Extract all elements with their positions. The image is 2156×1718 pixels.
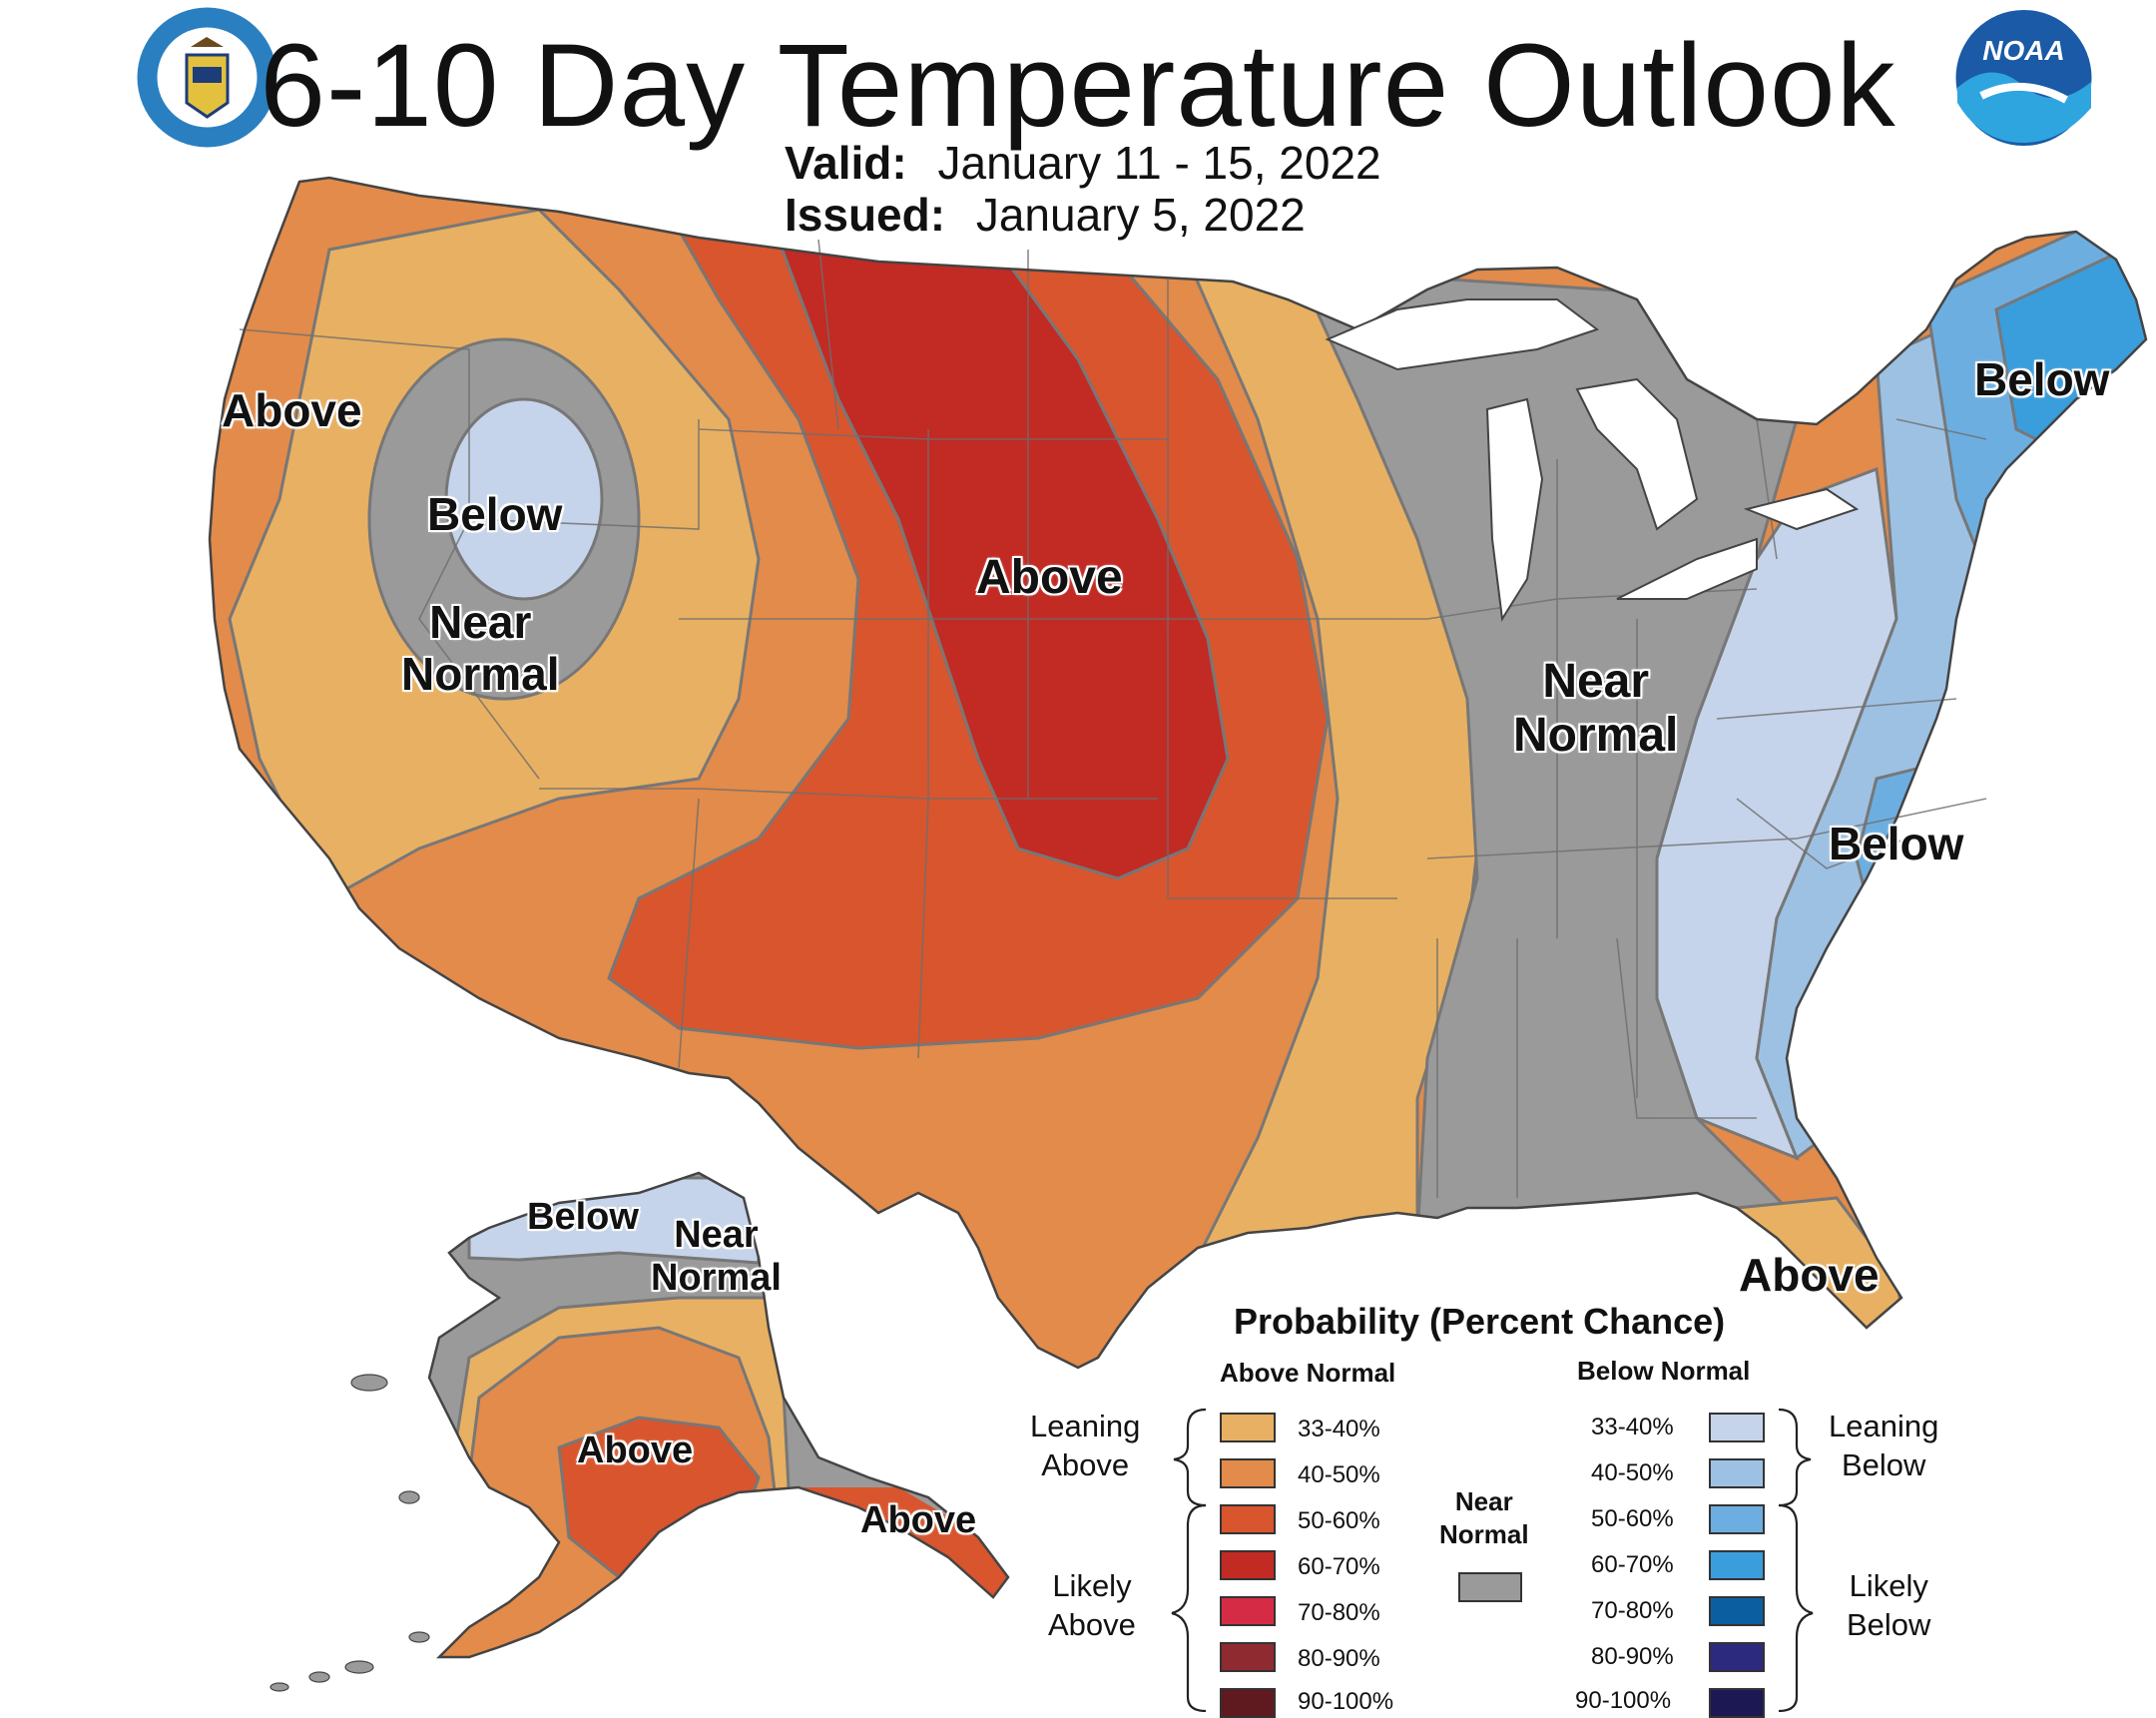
range-below-80-90: 80-90% [1591,1643,1674,1670]
range-above-70-80: 70-80% [1298,1599,1380,1626]
label-alaska-near-line1: Near [674,1214,759,1256]
range-below-33-40: 33-40% [1591,1414,1674,1440]
range-above-50-60: 50-60% [1298,1507,1380,1534]
legend-above-header: Above Normal [1220,1358,1396,1388]
swatch-below-50-60 [1709,1504,1765,1534]
swatch-above-60-70 [1220,1550,1276,1580]
range-above-40-50: 40-50% [1298,1461,1380,1488]
legend-near-normal-label: Near Normal [1439,1485,1529,1550]
swatch-above-40-50 [1220,1458,1276,1488]
leaning-above-line1: Leaning [1030,1409,1141,1443]
swatch-near-normal [1458,1572,1522,1602]
likely-below-line2: Below [1847,1606,1931,1642]
label-alaska-near-normal: Near Normal [651,1214,782,1299]
likely-above-line1: Likely [1052,1568,1132,1603]
label-idaho-near-line1: Near [429,596,532,648]
range-below-70-80: 70-80% [1591,1597,1674,1624]
range-above-80-90: 80-90% [1298,1645,1380,1672]
group-leaning-below: Leaning Below [1829,1408,1938,1485]
range-below-40-50: 40-50% [1591,1459,1674,1486]
swatch-below-60-70 [1709,1550,1765,1580]
valid-line: Valid: January 11 - 15, 2022 [785,136,1381,190]
issued-label: Issued: [785,189,946,241]
range-below-90-100: 90-100% [1575,1687,1672,1714]
swatch-above-50-60 [1220,1504,1276,1534]
label-alaska-above: Above [577,1430,694,1471]
swatch-below-70-80 [1709,1596,1765,1626]
range-below-50-60: 50-60% [1591,1505,1674,1532]
label-east-near-normal: Near Normal [1513,655,1678,763]
swatch-below-40-50 [1709,1458,1765,1488]
swatch-below-33-40 [1709,1413,1765,1442]
label-plains-above: Above [976,551,1123,604]
swatch-below-90-100 [1709,1688,1765,1718]
page-title: 6-10 Day Temperature Outlook [260,20,1896,152]
label-idaho-near-normal: Near Normal [401,596,560,700]
label-east-near-line1: Near [1542,655,1650,708]
valid-value: January 11 - 15, 2022 [937,137,1381,189]
legend-near-line1: Near [1454,1486,1513,1516]
label-idaho-near-line2: Normal [401,647,560,700]
range-above-90-100: 90-100% [1298,1688,1394,1715]
swatch-below-80-90 [1709,1642,1765,1672]
swatch-above-80-90 [1220,1642,1276,1672]
range-above-60-70: 60-70% [1298,1553,1380,1580]
issued-line: Issued: January 5, 2022 [785,188,1306,242]
leaning-below-line2: Below [1841,1446,1926,1482]
noaa-logo: NOAA [1951,8,2096,148]
leaning-below-line1: Leaning [1829,1409,1939,1443]
commerce-seal-logo [135,5,279,150]
swatch-above-33-40 [1220,1413,1276,1442]
group-likely-above: Likely Above [1048,1567,1136,1645]
label-carolina-below: Below [1829,818,1964,869]
swatch-above-70-80 [1220,1596,1276,1626]
noaa-logo-text: NOAA [1982,35,2064,66]
label-maine-below: Below [1974,353,2110,405]
range-above-33-40: 33-40% [1298,1416,1380,1442]
likely-above-line2: Above [1048,1606,1136,1642]
legend-below-header: Below Normal [1577,1356,1751,1386]
label-east-near-line2: Normal [1513,708,1679,762]
legend-title: Probability (Percent Chance) [1234,1301,1726,1342]
likely-below-line1: Likely [1849,1568,1928,1603]
label-alaska-near-line2: Normal [651,1256,782,1299]
swatch-above-90-100 [1220,1688,1276,1718]
group-leaning-above: Leaning Above [1030,1408,1140,1485]
valid-label: Valid: [785,137,907,189]
legend-near-line2: Normal [1439,1518,1529,1549]
leaning-above-line2: Above [1041,1446,1130,1482]
issued-value: January 5, 2022 [975,189,1306,241]
label-west-above: Above [222,384,362,436]
label-alaska-below: Below [527,1196,639,1238]
range-below-60-70: 60-70% [1591,1551,1674,1578]
label-idaho-below: Below [427,488,563,540]
group-likely-below: Likely Below [1847,1567,1930,1645]
label-panhandle-above: Above [860,1499,977,1541]
label-florida-above: Above [1739,1249,1880,1301]
